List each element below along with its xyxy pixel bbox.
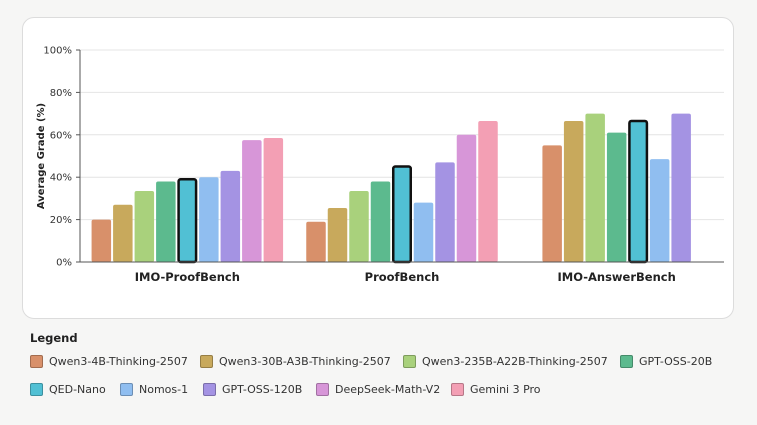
legend-item: Gemini 3 Pro: [451, 383, 541, 396]
y-tick-label: 20%: [50, 215, 72, 226]
x-category-label: ProofBench: [365, 270, 440, 284]
y-tick-label: 60%: [50, 130, 72, 141]
bar-qed-nano-imo-answerbench: [628, 119, 649, 264]
legend-label: Qwen3-235B-A22B-Thinking-2507: [422, 355, 608, 368]
bar-qwen3-30b-a3b-thinking-2507-proofbench: [327, 207, 348, 262]
legend-label: Nomos-1: [139, 383, 189, 396]
legend-item: Qwen3-235B-A22B-Thinking-2507: [403, 355, 608, 368]
bar-gpt-oss-120b-imo-proofbench: [220, 170, 241, 262]
bar-gpt-oss-20b-proofbench: [370, 181, 391, 262]
bar-qwen3-235b-a22b-thinking-2507-imo-proofbench: [134, 190, 155, 262]
legend-swatch: [30, 383, 43, 396]
bar-gemini-3-pro-proofbench: [478, 121, 498, 263]
legend-swatch: [203, 383, 216, 396]
legend-swatch: [403, 355, 416, 368]
bar-qwen3-4b-thinking-2507-imo-answerbench: [542, 145, 562, 262]
legend-item: GPT-OSS-20B: [620, 355, 712, 368]
legend-item: DeepSeek-Math-V2: [316, 383, 440, 396]
legend-swatch: [120, 383, 133, 396]
bar-qed-nano-imo-proofbench: [177, 178, 198, 264]
bar-gpt-oss-120b-imo-answerbench: [671, 113, 691, 262]
legend-item: Qwen3-4B-Thinking-2507: [30, 355, 188, 368]
legend-item: Qwen3-30B-A3B-Thinking-2507: [200, 355, 391, 368]
legend-swatch: [200, 355, 213, 368]
bar-qwen3-235b-a22b-thinking-2507-imo-answerbench: [585, 113, 605, 262]
bar-deepseek-math-v2-proofbench: [456, 134, 477, 262]
legend-swatch: [30, 355, 43, 368]
legend-label: DeepSeek-Math-V2: [335, 383, 441, 396]
legend-item: Nomos-1: [120, 383, 188, 396]
y-axis-label: Average Grade (%): [36, 103, 47, 209]
bar-nomos-1-proofbench: [413, 202, 434, 262]
y-tick-label: 40%: [50, 173, 72, 184]
y-tick-label: 0%: [56, 258, 72, 269]
legend-item: GPT-OSS-120B: [203, 383, 302, 396]
legend-label: QED-Nano: [49, 383, 106, 396]
bar-qwen3-235b-a22b-thinking-2507-proofbench: [349, 190, 369, 262]
bar-gemini-3-pro-imo-proofbench: [263, 137, 284, 262]
y-tick-label: 100%: [43, 46, 72, 57]
legend-item: QED-Nano: [30, 383, 106, 396]
legend-title: Legend: [30, 331, 78, 345]
bar-gpt-oss-20b-imo-proofbench: [156, 181, 176, 262]
legend-label: Qwen3-30B-A3B-Thinking-2507: [219, 355, 391, 368]
bar-qwen3-30b-a3b-thinking-2507-imo-answerbench: [563, 121, 584, 263]
bar-nomos-1-imo-answerbench: [649, 159, 670, 262]
legend-label: GPT-OSS-120B: [222, 383, 303, 396]
legend-label: Gemini 3 Pro: [470, 383, 541, 396]
x-category-label: IMO-ProofBench: [135, 270, 240, 284]
bar-deepseek-math-v2-imo-proofbench: [242, 140, 262, 262]
x-category-label: IMO-AnswerBench: [558, 270, 676, 284]
bar-gpt-oss-20b-imo-answerbench: [606, 132, 627, 262]
y-tick-label: 80%: [50, 88, 72, 99]
legend-label: Qwen3-4B-Thinking-2507: [49, 355, 188, 368]
legend-swatch: [316, 383, 329, 396]
bar-gpt-oss-120b-proofbench: [435, 162, 455, 262]
bar-qed-nano-proofbench: [392, 165, 412, 264]
bar-nomos-1-imo-proofbench: [199, 177, 219, 262]
bar-qwen3-30b-a3b-thinking-2507-imo-proofbench: [113, 204, 133, 262]
legend-label: GPT-OSS-20B: [639, 355, 713, 368]
legend-swatch: [451, 383, 464, 396]
legend: Qwen3-4B-Thinking-2507 Qwen3-30B-A3B-Thin…: [30, 355, 750, 415]
bar-qwen3-4b-thinking-2507-proofbench: [306, 221, 326, 262]
bar-qwen3-4b-thinking-2507-imo-proofbench: [91, 219, 112, 262]
legend-swatch: [620, 355, 633, 368]
